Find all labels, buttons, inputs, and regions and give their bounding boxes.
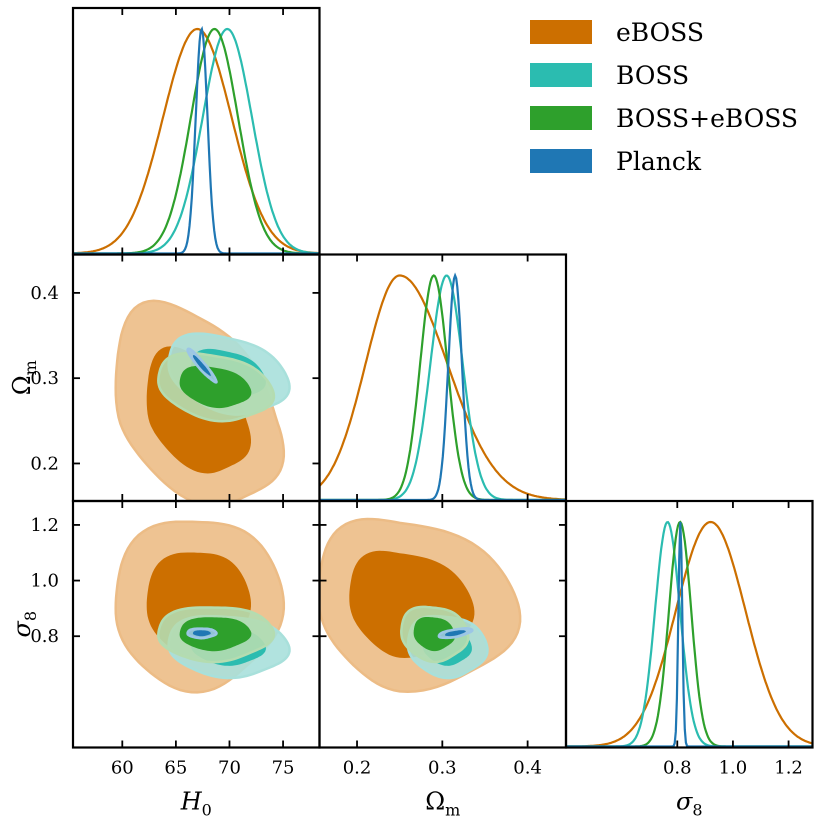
planck-contour-68-Om-s8 [445, 630, 466, 637]
bosseboss-contour-68-H0-Om [179, 365, 252, 409]
legend-label: Planck [616, 147, 702, 176]
x-axis-title-H0: H0 [180, 788, 212, 820]
eboss-marginal-Om [318, 274, 567, 501]
marginal-panel-s8 [566, 520, 813, 748]
eboss-marginal-H0 [72, 27, 320, 255]
x-tick-label-s8: 1.0 [719, 758, 748, 779]
legend-label: eBOSS [616, 18, 704, 47]
contour-fills-layer [114, 299, 522, 694]
planck-marginal-s8 [566, 522, 813, 748]
x-tick-label-H0: 75 [272, 758, 295, 779]
y-tick-label-Om: 0.3 [30, 368, 59, 389]
bosseboss-marginal-s8 [566, 520, 813, 748]
y-axis-title-s8: σ8 [8, 611, 40, 638]
panel-frames-layer [71, 6, 814, 749]
legend-swatch-boss [530, 63, 592, 87]
boss-marginal-H0 [73, 27, 320, 255]
x-tick-label-Om: 0.4 [513, 758, 542, 779]
boss-marginal-s8 [566, 520, 813, 748]
contour-panel-Om-s8 [319, 517, 522, 693]
y-tick-label-Om: 0.2 [30, 453, 59, 474]
x-tick-label-H0: 65 [164, 758, 187, 779]
panel-frame-s8-s8 [564, 499, 814, 749]
legend-swatch-eboss [530, 20, 592, 44]
marginal-panel-Om [318, 272, 567, 502]
x-axis-title-s8: σ8 [676, 788, 703, 820]
bosseboss-marginal-H0 [73, 27, 320, 255]
planck-contour-68-H0-Om [192, 355, 211, 376]
contour-panel-H0-s8 [114, 520, 291, 694]
x-tick-label-s8: 0.8 [663, 758, 692, 779]
x-axis-title-Om: Ωm [425, 788, 460, 820]
contour-panel-H0-Om [114, 299, 291, 501]
y-tick-label-Om: 0.4 [30, 283, 59, 304]
x-tick-label-H0: 60 [111, 758, 134, 779]
planck-marginal-H0 [73, 25, 320, 255]
x-tick-label-H0: 70 [218, 758, 241, 779]
bosseboss-contour-68-Om-s8 [413, 617, 456, 652]
planck-marginal-Om [319, 272, 566, 502]
legend-label: BOSS+eBOSS [616, 104, 798, 133]
axis-labels-layer: 60 65 70 75 0.2 0.3 0.4 0.8 1.0 1.2 0.2 0.3 0.4 0.8 1.… [8, 283, 803, 820]
eboss-marginal-s8 [566, 520, 813, 748]
panel-frame-H0-H0 [71, 6, 321, 256]
marginal-panel-H0 [72, 25, 320, 255]
legend: eBOSS BOSS BOSS+eBOSS Planck [530, 18, 798, 176]
y-axis-title-Om: Ωm [8, 360, 40, 395]
legend-swatch-boss-eboss [530, 106, 592, 130]
legend-label: BOSS [616, 61, 689, 90]
x-tick-label-Om: 0.3 [428, 758, 457, 779]
y-tick-label-s8: 0.8 [30, 626, 59, 647]
x-tick-label-Om: 0.2 [343, 758, 372, 779]
y-tick-label-s8: 1.0 [30, 571, 59, 592]
x-tick-label-s8: 1.2 [774, 758, 803, 779]
legend-swatch-planck [530, 149, 592, 173]
y-tick-label-s8: 1.2 [30, 515, 59, 536]
planck-contour-68-H0-s8 [192, 630, 211, 637]
